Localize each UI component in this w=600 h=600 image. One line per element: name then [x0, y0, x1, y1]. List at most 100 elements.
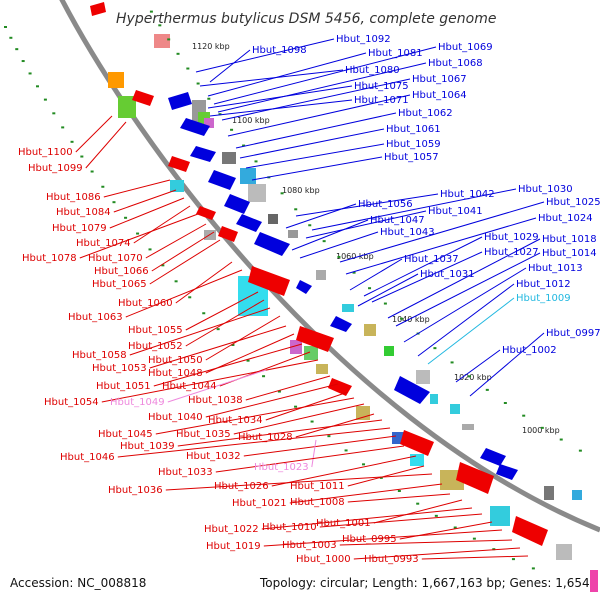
- gene-reverse: [168, 92, 192, 110]
- tick-dot: [9, 36, 13, 39]
- tick-dot: [383, 302, 387, 305]
- tick-dot: [21, 60, 25, 63]
- topology-text: Topology: circular; Length: 1,667,163 bp…: [259, 576, 590, 590]
- reverse-label-leader: [357, 273, 419, 307]
- gene-reverse: [296, 280, 312, 294]
- gene-label-reverse: Hbut_1030: [518, 184, 573, 195]
- tick-dot: [472, 537, 476, 540]
- forward-label-leader: [113, 189, 177, 213]
- reverse-label-leader: [285, 203, 357, 229]
- forward-label-leader: [347, 465, 425, 487]
- forward-label-leader: [289, 483, 443, 504]
- gene-label-forward: Hbut_1001: [316, 518, 371, 529]
- gene-reverse: [236, 214, 262, 232]
- tick-dot: [207, 97, 211, 100]
- gene-label-forward: Hbut_1044: [162, 381, 217, 392]
- tick-dot: [327, 435, 331, 438]
- reverse-label-leader: [345, 217, 537, 275]
- gene-forward: [218, 226, 238, 242]
- gene-box: [170, 180, 184, 192]
- reverse-label-leader: [209, 99, 353, 117]
- gene-label-forward: Hbut_1049: [110, 397, 165, 408]
- tick-dot: [124, 216, 128, 219]
- tick-dot: [337, 255, 341, 258]
- gene-forward: [168, 156, 190, 172]
- reverse-label-leader: [235, 112, 397, 149]
- tick-dot: [277, 390, 281, 393]
- gene-box: [222, 152, 236, 164]
- gene-box: [364, 324, 376, 336]
- reverse-label-leader: [217, 62, 427, 113]
- gene-label-reverse: Hbut_1098: [252, 45, 307, 56]
- tick-dot: [362, 463, 366, 466]
- gene-label-forward: Hbut_1033: [158, 467, 213, 478]
- gene-label-reverse: Hbut_1057: [384, 152, 439, 163]
- tick-dot: [161, 264, 165, 267]
- gene-label-reverse: Hbut_1042: [440, 189, 495, 200]
- gene-label-reverse: Hbut_1009: [516, 293, 571, 304]
- gene-label-forward: Hbut_1063: [68, 312, 123, 323]
- forward-label-leader: [263, 529, 503, 547]
- forward-label-leader: [117, 427, 391, 458]
- reverse-label-leader: [455, 349, 501, 383]
- tick-dot: [262, 375, 266, 378]
- forward-label-leader: [125, 269, 243, 318]
- reverse-label-leader: [207, 85, 353, 109]
- reverse-label-leader: [387, 238, 541, 319]
- map-title: Hyperthermus butylicus DSM 5456, complet…: [116, 11, 496, 27]
- gene-label-reverse: Hbut_1075: [354, 81, 409, 92]
- gene-box: [356, 406, 370, 420]
- gene-forward: [248, 266, 290, 296]
- tick-dot: [310, 420, 314, 423]
- gene-label-forward: Hbut_1100: [18, 147, 73, 158]
- tick-dot: [531, 567, 535, 570]
- reverse-label-leader: [395, 252, 541, 327]
- reverse-label-leader: [417, 283, 515, 357]
- gene-label-reverse: Hbut_1029: [484, 232, 539, 243]
- gene-label-reverse: Hbut_1002: [502, 345, 557, 356]
- gene-box: [556, 544, 572, 560]
- forward-label-leader: [177, 419, 383, 447]
- gene-label-reverse: Hbut_1062: [398, 108, 453, 119]
- gene-box: [450, 404, 460, 414]
- tick-dot: [485, 388, 489, 391]
- kbp-marker: 1020 kbp: [454, 373, 492, 382]
- forward-label-leader: [339, 539, 513, 546]
- forward-label-leader: [205, 315, 281, 361]
- reverse-label-leaders: [195, 38, 545, 397]
- gene-label-forward: Hbut_1011: [290, 481, 345, 492]
- forward-label-leader: [79, 213, 199, 259]
- gene-label-reverse: Hbut_1018: [542, 234, 597, 245]
- reverse-label-leader: [363, 236, 483, 297]
- tick-dot: [80, 155, 84, 158]
- forward-label-leaders: [75, 115, 529, 560]
- gene-box: [316, 364, 328, 374]
- forward-label-leader: [129, 307, 271, 356]
- gene-label-forward: Hbut_1035: [176, 429, 231, 440]
- gene-reverse: [496, 464, 518, 480]
- reverse-label-leader: [195, 38, 335, 73]
- gene-forward: [196, 206, 216, 220]
- gene-box: [290, 340, 302, 354]
- gene-box: [416, 370, 430, 384]
- forward-label-leader: [149, 325, 287, 369]
- gene-label-reverse: Hbut_1012: [516, 279, 571, 290]
- gene-forward: [296, 326, 334, 352]
- forward-label-leader: [175, 261, 233, 304]
- reverse-label-leader: [207, 52, 367, 97]
- forward-label-leader: [133, 205, 191, 244]
- gene-forward: [456, 462, 494, 494]
- gene-box: [590, 570, 598, 592]
- gene-label-forward: Hbut_1066: [94, 266, 149, 277]
- gene-label-forward: Hbut_1054: [44, 397, 99, 408]
- kbp-marker: 1080 kbp: [282, 186, 320, 195]
- gene-box: [342, 304, 354, 312]
- gene-reverse: [330, 316, 352, 332]
- reverse-label-leader: [339, 201, 545, 263]
- tick-dot: [379, 476, 383, 479]
- tick-dot: [322, 240, 326, 243]
- gene-label-reverse: Hbut_1061: [386, 124, 441, 135]
- gene-label-reverse: Hbut_1043: [380, 227, 435, 238]
- tick-dot: [149, 10, 153, 13]
- forward-label-leader: [319, 513, 483, 528]
